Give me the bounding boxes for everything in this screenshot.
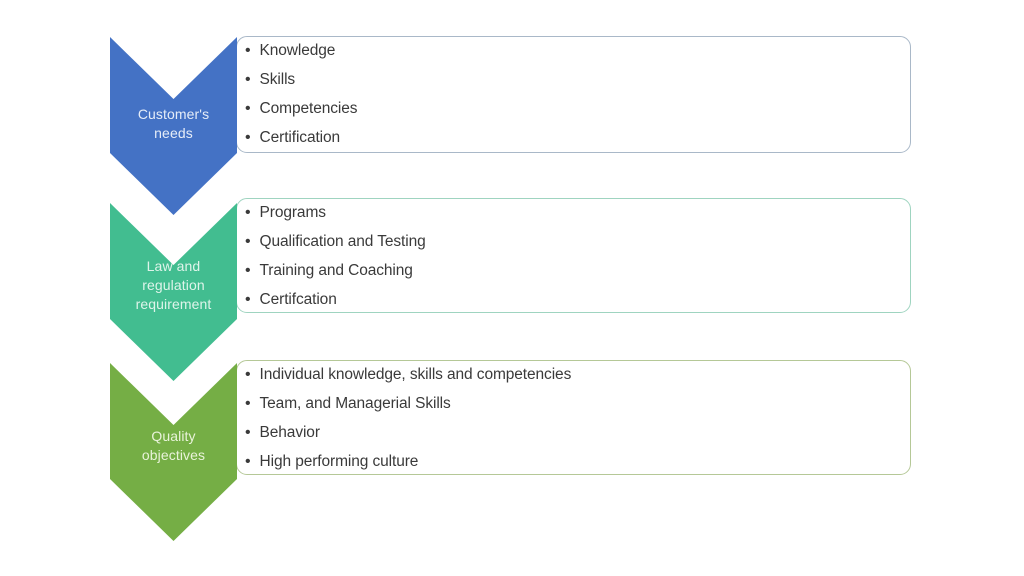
bullet-box-law-and-regulation: Programs Qualification and Testing Train… bbox=[236, 198, 911, 313]
bullet-text: Competencies bbox=[259, 99, 358, 117]
chevron-label-law-and-regulation: Law and regulation requirement bbox=[110, 257, 237, 314]
chevron-shape bbox=[110, 37, 237, 215]
chevron-label-quality-objectives: Quality objectives bbox=[110, 427, 237, 465]
chevron-label-line: regulation bbox=[142, 277, 205, 293]
bullet-text: Behavior bbox=[259, 423, 320, 441]
bullet-item: High performing culture bbox=[245, 447, 904, 476]
bullet-text: Certification bbox=[259, 128, 341, 146]
chevron-label-customers-needs: Customer's needs bbox=[110, 105, 237, 143]
bullet-item: Team, and Managerial Skills bbox=[245, 389, 904, 418]
chevron-down-icon bbox=[110, 37, 237, 215]
bullet-text: Knowledge bbox=[259, 41, 336, 59]
chevron-shape bbox=[110, 203, 237, 381]
chevron-label-line: requirement bbox=[135, 296, 212, 312]
bullet-item: Behavior bbox=[245, 418, 904, 447]
bullet-text: Skills bbox=[259, 70, 296, 88]
bullet-text: Qualification and Testing bbox=[259, 232, 426, 250]
bullet-box-quality-objectives: Individual knowledge, skills and compete… bbox=[236, 360, 911, 475]
bullet-item: Certifcation bbox=[245, 285, 904, 314]
bullet-item: Individual knowledge, skills and compete… bbox=[245, 360, 904, 389]
chevron-quality-objectives: Quality objectives bbox=[110, 363, 237, 541]
chevron-label-line: Law and bbox=[146, 258, 201, 274]
bullet-item: Certification bbox=[245, 123, 904, 152]
bullet-item: Training and Coaching bbox=[245, 256, 904, 285]
chevron-shape bbox=[110, 363, 237, 541]
chevron-label-line: Customer's bbox=[137, 106, 210, 122]
chevron-label-line: objectives bbox=[141, 447, 206, 463]
bullet-item: Programs bbox=[245, 198, 904, 227]
bullet-item: Qualification and Testing bbox=[245, 227, 904, 256]
bullet-text: Programs bbox=[259, 203, 326, 221]
bullet-list: Programs Qualification and Testing Train… bbox=[237, 198, 910, 314]
bullet-text: Training and Coaching bbox=[259, 261, 413, 279]
bullet-text: Team, and Managerial Skills bbox=[259, 394, 451, 412]
bullet-text: Individual knowledge, skills and compete… bbox=[259, 365, 572, 383]
chevron-down-icon bbox=[110, 203, 237, 381]
chevron-label-line: needs bbox=[154, 125, 193, 141]
chevron-law-and-regulation: Law and regulation requirement bbox=[110, 203, 237, 381]
bullet-text: High performing culture bbox=[259, 452, 419, 470]
bullet-list: Individual knowledge, skills and compete… bbox=[237, 360, 910, 476]
bullet-text: Certifcation bbox=[259, 290, 337, 308]
chevron-customers-needs: Customer's needs bbox=[110, 37, 237, 215]
bullet-list: Knowledge Skills Competencies Certificat… bbox=[237, 36, 910, 152]
bullet-item: Skills bbox=[245, 65, 904, 94]
bullet-item: Knowledge bbox=[245, 36, 904, 65]
chevron-label-line: Quality bbox=[151, 428, 196, 444]
bullet-item: Competencies bbox=[245, 94, 904, 123]
chevron-down-icon bbox=[110, 363, 237, 541]
bullet-box-customers-needs: Knowledge Skills Competencies Certificat… bbox=[236, 36, 911, 153]
